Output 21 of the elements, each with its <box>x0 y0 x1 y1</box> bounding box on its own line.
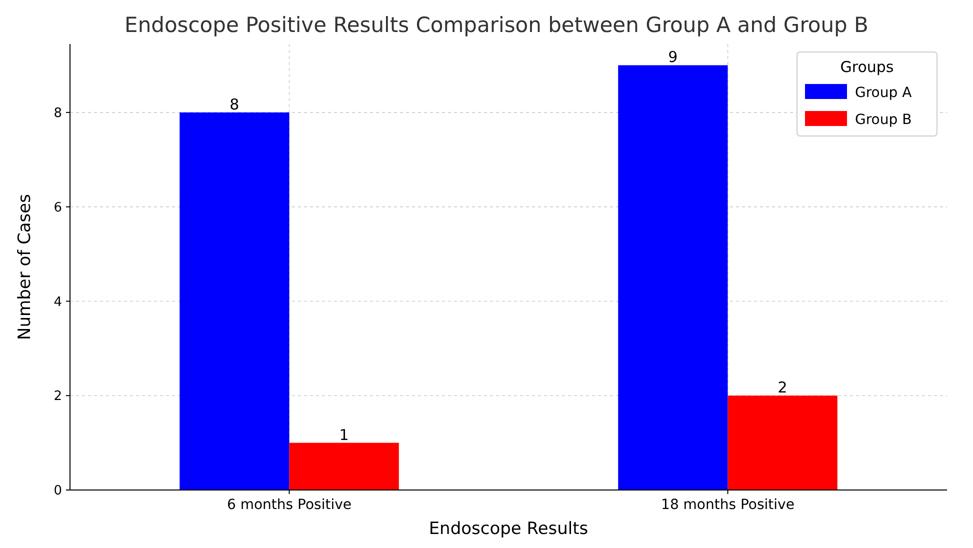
bar <box>180 112 290 490</box>
data-label: 2 <box>778 378 788 397</box>
bar <box>289 442 399 490</box>
y-tick-label: 4 <box>54 294 62 310</box>
x-tick-label: 6 months Positive <box>226 497 352 513</box>
y-tick-label: 6 <box>54 200 62 216</box>
data-label: 9 <box>668 48 678 66</box>
legend-label: Group B <box>855 112 912 128</box>
chart-title: Endoscope Positive Results Comparison between Group A and Group B <box>124 13 868 37</box>
y-tick-label: 2 <box>54 389 62 404</box>
y-tick-label: 0 <box>54 484 62 499</box>
data-label: 1 <box>339 426 349 444</box>
y-tick-label: 8 <box>54 106 62 121</box>
bar <box>728 396 838 490</box>
bar <box>618 65 728 490</box>
legend-label: Group A <box>855 84 912 101</box>
x-axis-title: Endoscope Results <box>428 519 588 539</box>
data-label: 8 <box>230 95 240 114</box>
x-tick-label: 18 months Positive <box>661 497 794 513</box>
y-axis-title: Number of Cases <box>15 194 35 340</box>
legend-title: Groups <box>840 58 894 76</box>
